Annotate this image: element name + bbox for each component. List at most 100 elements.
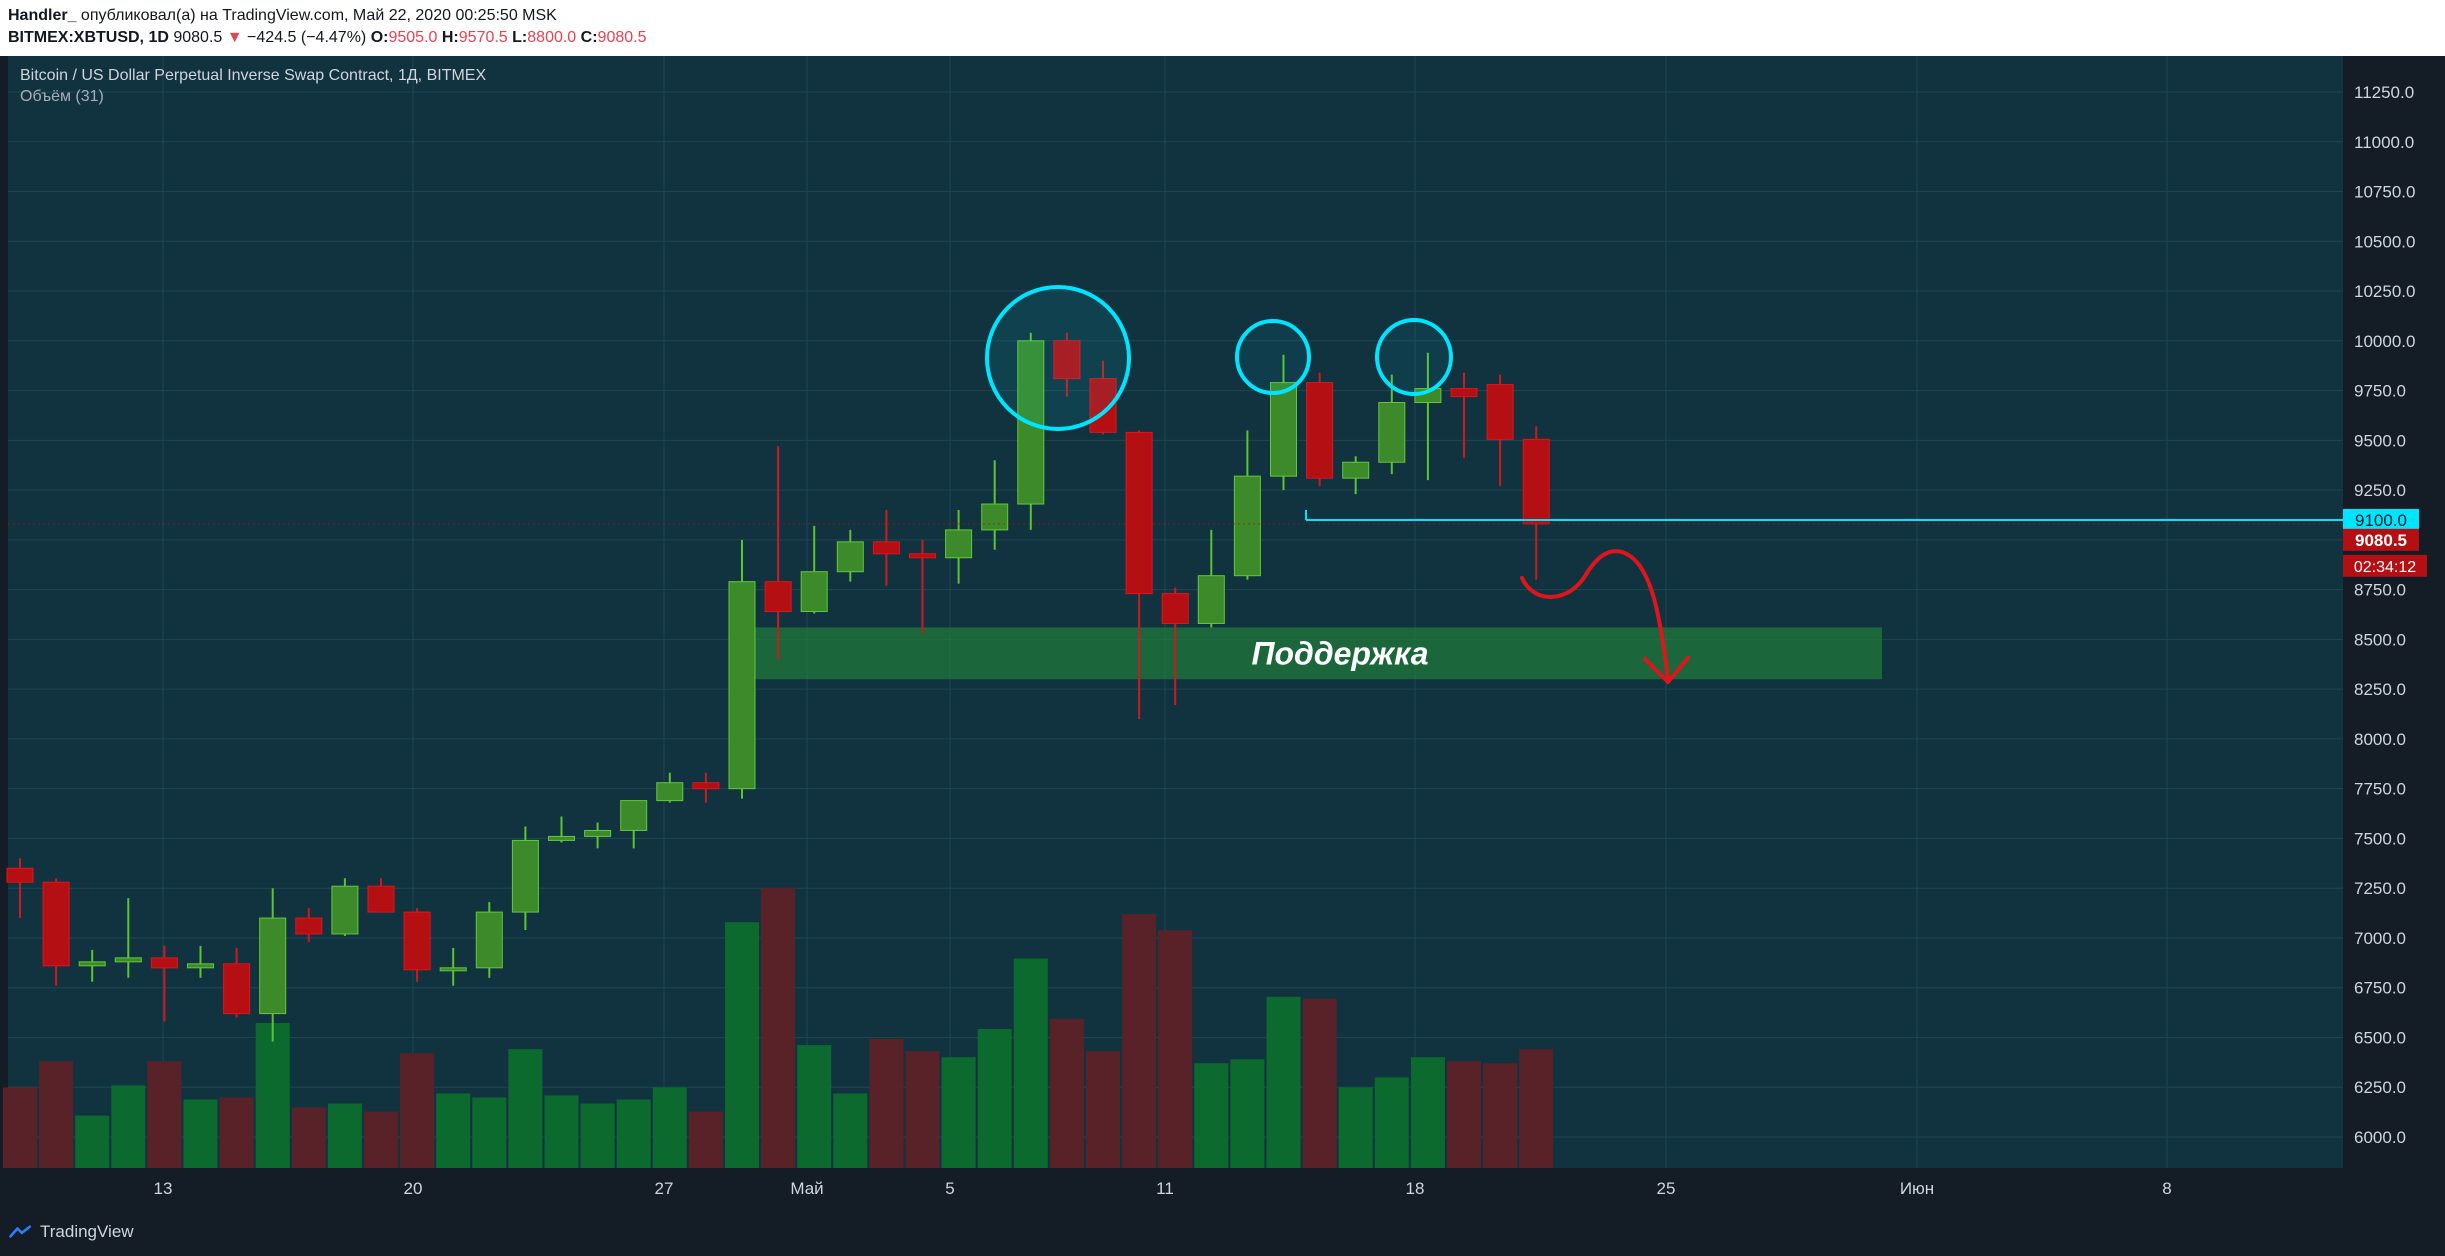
candle-down [1450,388,1478,398]
y-tick-label: 8750.0 [2354,581,2406,600]
tradingview-icon [9,1225,32,1238]
publish-header: Handler_ опубликовал(а) на TradingView.c… [0,0,2445,56]
y-tick-label: 8500.0 [2354,630,2406,649]
chart-title: Bitcoin / US Dollar Perpetual Inverse Sw… [20,67,487,84]
volume-bar [1447,1061,1481,1168]
countdown-badge [2343,554,2427,577]
x-tick-label: 18 [1406,1179,1425,1198]
volume-bar [652,1087,687,1168]
volume-bar [364,1111,398,1168]
y-tick-label: 10000.0 [2354,332,2415,351]
last-price: 9080.5 [173,29,223,46]
x-tick-label: Май [790,1179,823,1198]
volume-bar [255,1022,290,1168]
top-marker-circle [1375,318,1453,396]
candle-up [1378,402,1406,463]
projection-arrow [1520,549,1670,680]
y-tick-label: 10750.0 [2354,183,2415,202]
candle-down [1486,384,1514,440]
volume-bar [1013,958,1048,1168]
price-badge-last-text: 9080.5 [2355,531,2407,550]
candle-up [1197,575,1225,624]
volume-bar [1122,914,1157,1168]
candle-up [331,885,359,935]
y-tick-label: 9750.0 [2354,382,2406,401]
candle-up [945,529,973,559]
countdown-text: 02:34:12 [2354,559,2416,576]
volume-bar [219,1097,254,1168]
x-tick-label: 5 [945,1179,954,1198]
candle-down [1161,593,1189,624]
volume-bar [1158,930,1193,1168]
candle-up [475,911,503,969]
symbol-name: BITMEX:XBTUSD, 1D [8,29,169,46]
y-tick-label: 11250.0 [2354,83,2414,102]
volume-legend[interactable]: Объём (31) [20,88,104,105]
y-tick-label: 6750.0 [2354,979,2406,998]
x-tick-label: 20 [404,1179,423,1198]
candle-down [872,541,900,555]
volume-bar [1519,1049,1554,1168]
candle-up [1233,475,1261,577]
volume-bar [436,1093,471,1168]
author-name[interactable]: Handler_ [8,7,77,24]
y-tick-label: 10250.0 [2354,282,2415,301]
volume-bar [688,1111,723,1168]
price-chart[interactable]: 6000.0 6250.0 6500.0 6750.0 7000.0 7250.0 7500… [0,56,2445,1200]
volume-bar [3,1087,37,1168]
candle-up [836,541,864,573]
volume-bar [1230,1059,1265,1168]
close-value: 9080.5 [597,29,647,46]
volume-bar [761,888,796,1168]
x-tick-label: 25 [1657,1179,1676,1198]
support-zone-label: Поддержка [1251,635,1428,671]
volume-bar [1194,1063,1229,1168]
volume-bar [1266,996,1301,1168]
candle-up [511,839,539,913]
candle-down [764,581,792,613]
x-tick-label: Июн [1900,1179,1934,1198]
volume-bar [1483,1063,1518,1168]
price-axis-panel [2343,56,2445,1168]
y-tick-label: 6500.0 [2354,1028,2406,1047]
volume-bar [905,1051,940,1168]
candle-down [295,917,323,935]
candle-down [367,885,395,913]
volume-bar [616,1099,651,1168]
projection-arrowhead [1643,656,1690,684]
candle-down [403,911,431,971]
candle-up [548,835,575,841]
volume-bar [183,1099,218,1168]
open-label: O: [370,29,389,46]
low-label: L: [512,29,528,46]
volume-bar [147,1061,182,1168]
volume-bar [1086,1051,1120,1168]
volume-bar [327,1103,362,1168]
price-badge-9100-text: 9100.0 [2355,511,2407,530]
candle-up [114,957,142,963]
volume-bar [869,1039,904,1168]
volume-bar [1049,1018,1084,1168]
candle-up [1270,382,1297,477]
volume-bar [833,1093,868,1168]
publish-info: Handler_ опубликовал(а) на TradingView.c… [8,6,557,26]
candle-down [1053,340,1081,380]
volume-bar [472,1097,507,1168]
volume-bar [725,922,759,1168]
y-tick-label: 8250.0 [2354,680,2406,699]
candle-down [692,782,720,790]
candle-down [223,963,251,1015]
candle-up [584,829,612,837]
candle-up [439,967,467,972]
y-tick-label: 7000.0 [2354,929,2406,948]
price-change: −424.5 (−4.47%) [247,29,367,46]
price-badge-9100 [2343,508,2419,531]
tradingview-logo[interactable]: TradingView [8,1222,134,1242]
candle-up [981,503,1009,531]
y-tick-label: 7500.0 [2354,829,2406,848]
y-tick-label: 11000.0 [2354,133,2414,152]
volume-bar [1302,998,1337,1168]
y-tick-label: 9500.0 [2354,431,2406,450]
volume-bar [1338,1087,1373,1168]
y-tick-label: 6250.0 [2354,1078,2406,1097]
